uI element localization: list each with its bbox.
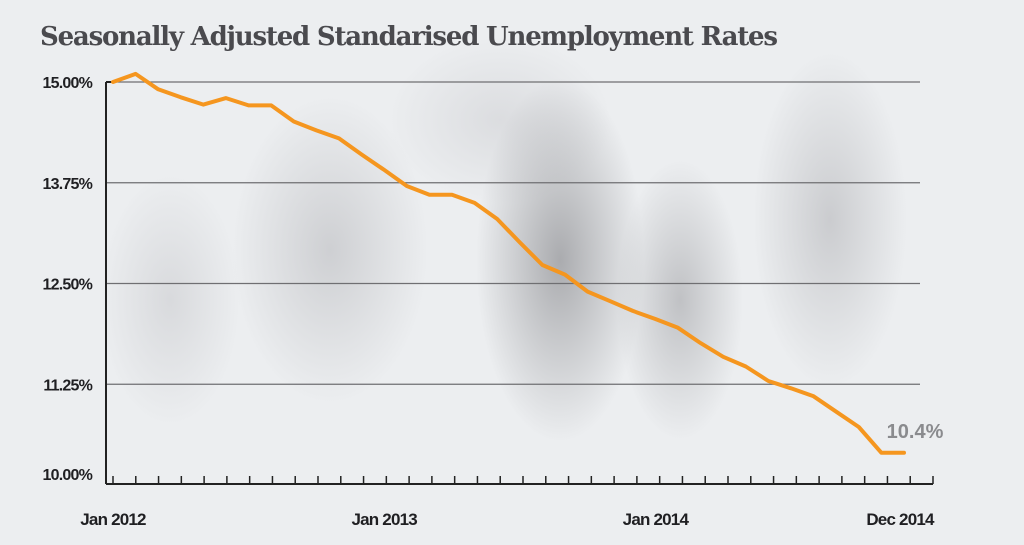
data-line bbox=[111, 71, 906, 455]
y-tick-label: 12.50% bbox=[43, 277, 93, 294]
chart-title: Seasonally Adjusted Standarised Unemploy… bbox=[40, 22, 778, 52]
x-tick-label: Jan 2014 bbox=[623, 510, 690, 529]
x-tick-label: Jan 2013 bbox=[351, 510, 417, 529]
end-value-annotation: 10.4% bbox=[887, 421, 944, 443]
y-tick-label: 11.25% bbox=[43, 377, 92, 394]
x-tick-label: Jan 2012 bbox=[80, 510, 146, 529]
y-tick-label: 15.00% bbox=[43, 75, 93, 92]
x-tick-label: Dec 2014 bbox=[866, 510, 935, 529]
y-tick-label: 13.75% bbox=[43, 176, 93, 193]
y-tick-label: 10.00% bbox=[43, 467, 93, 484]
